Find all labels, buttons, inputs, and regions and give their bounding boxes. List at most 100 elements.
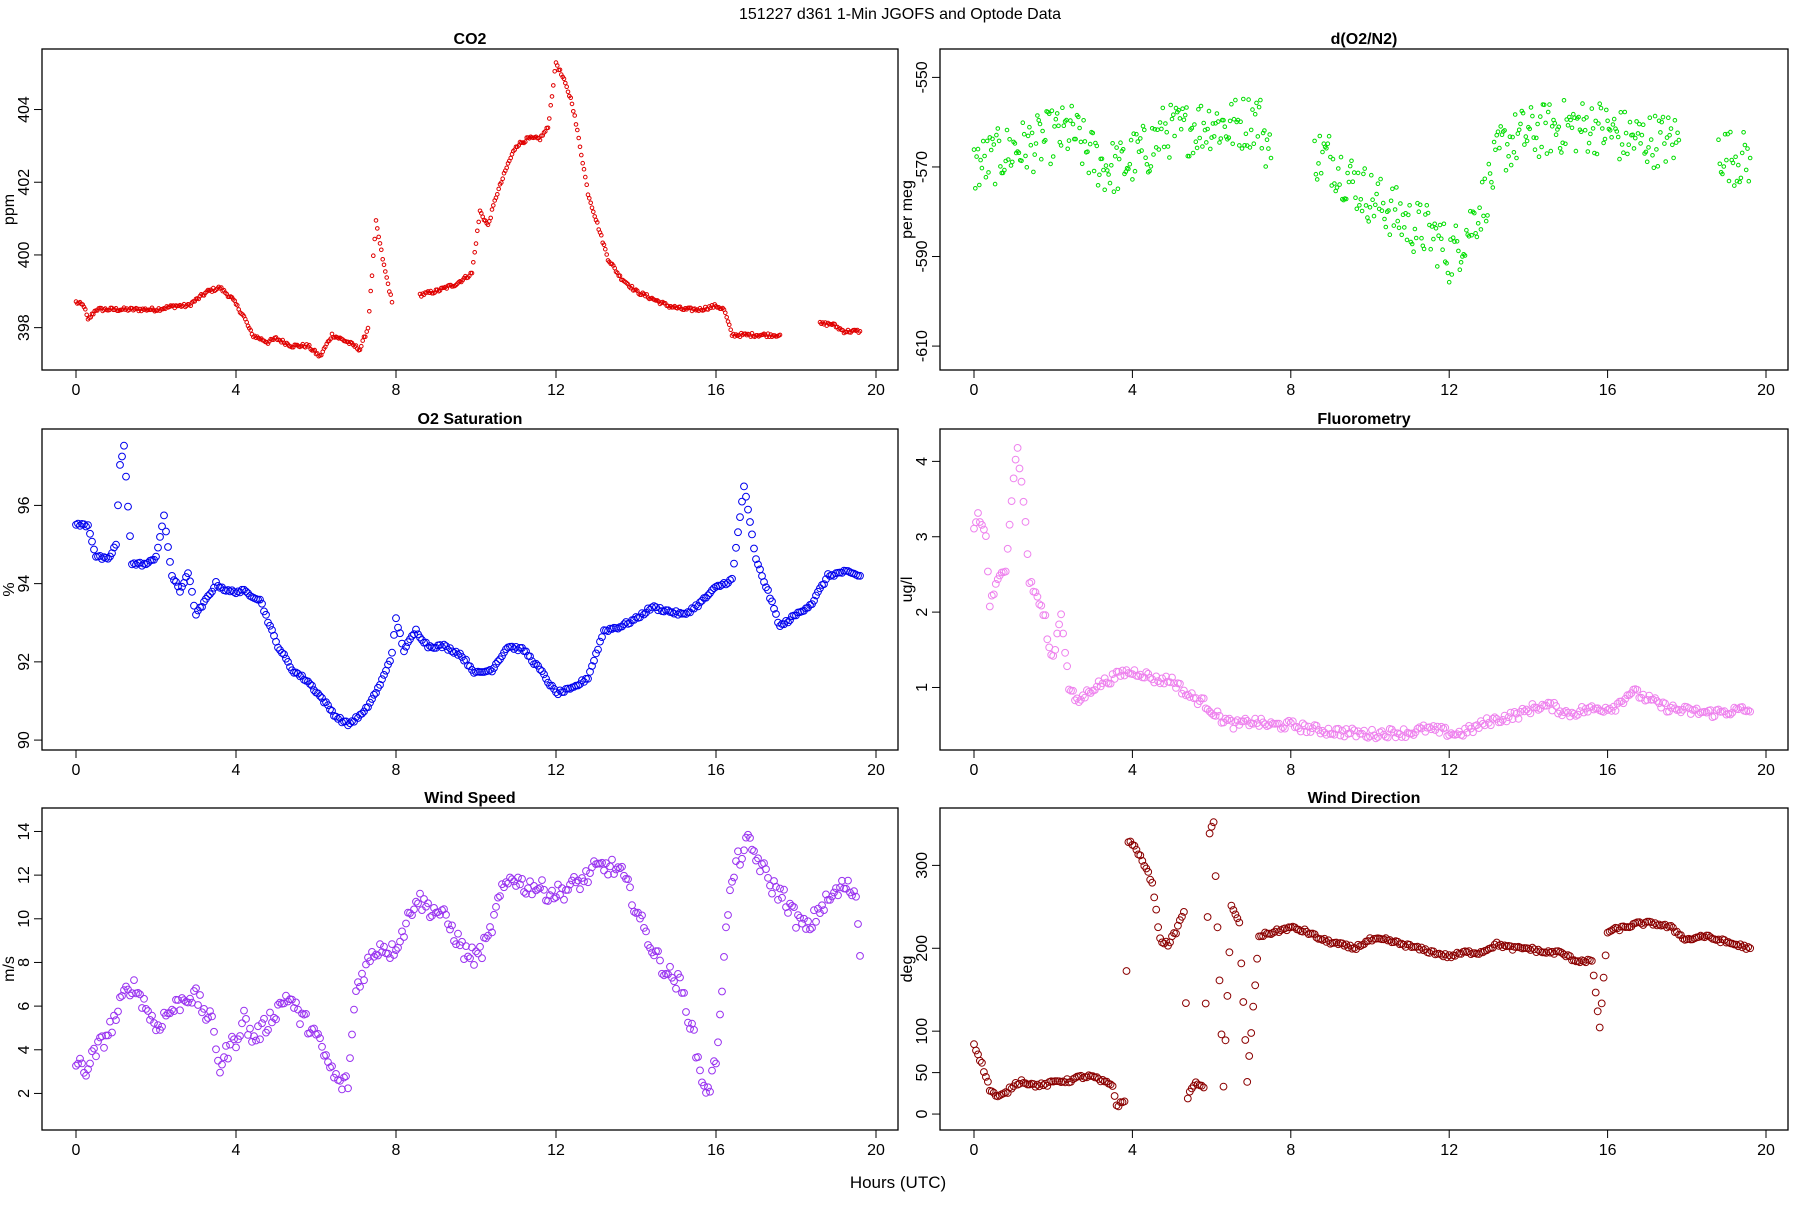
data-point [1381, 934, 1390, 943]
data-point [1340, 941, 1349, 950]
data-point [806, 925, 814, 934]
data-point [256, 595, 264, 604]
data-point [702, 1088, 710, 1097]
data-point [740, 846, 748, 855]
data-point [260, 1014, 268, 1023]
data-point [1357, 203, 1362, 208]
data-point [1425, 210, 1431, 216]
data-point [1132, 168, 1138, 174]
data-point [376, 940, 384, 949]
data-point [232, 1043, 240, 1052]
data-point [1025, 579, 1034, 587]
data-point [629, 283, 635, 289]
data-point [1480, 721, 1489, 730]
data-point [642, 608, 650, 617]
data-point [198, 603, 206, 611]
data-point [424, 643, 432, 652]
data-point [1671, 155, 1676, 161]
data-point [364, 953, 372, 962]
data-point [1241, 96, 1246, 102]
data-point [784, 618, 792, 627]
y-axis-label: m/s [1, 956, 18, 982]
data-point [246, 592, 254, 600]
data-point [494, 657, 502, 666]
data-point [392, 946, 400, 954]
data-point [230, 1035, 238, 1044]
data-point [1654, 147, 1659, 152]
data-point [542, 674, 550, 683]
data-point [298, 1009, 306, 1018]
data-point [1263, 164, 1268, 169]
data-point [1396, 225, 1402, 231]
data-point [1651, 165, 1657, 171]
data-point [1104, 679, 1113, 688]
data-point [1444, 260, 1449, 266]
data-point [1204, 140, 1209, 145]
data-point [1547, 102, 1552, 107]
data-point [772, 882, 780, 891]
data-point [1060, 105, 1065, 110]
data-point [987, 1087, 996, 1096]
data-point [1264, 137, 1270, 142]
data-point [430, 904, 438, 912]
data-point [1225, 948, 1234, 957]
data-point [750, 544, 758, 553]
data-point [476, 668, 484, 676]
data-point [1506, 154, 1511, 159]
data-point [1094, 677, 1103, 686]
data-point [296, 1020, 304, 1028]
data-point [1171, 112, 1176, 117]
data-point [766, 881, 774, 890]
x-tick-label: 20 [1757, 1142, 1775, 1159]
data-point [1221, 117, 1226, 123]
data-point [1672, 118, 1678, 123]
data-point [1320, 728, 1329, 737]
data-point [188, 587, 196, 596]
data-point [1661, 699, 1669, 708]
data-point [1439, 236, 1444, 241]
data-point [1079, 691, 1087, 700]
data-point [196, 991, 204, 999]
x-tick-label: 16 [1599, 382, 1617, 399]
data-point [1330, 156, 1336, 162]
data-point [308, 681, 316, 690]
data-point [1336, 166, 1341, 171]
data-point [1169, 116, 1175, 122]
data-point [1354, 940, 1362, 949]
data-point [983, 174, 989, 180]
data-point [982, 532, 990, 540]
data-point [376, 234, 382, 240]
data-point [1131, 131, 1136, 136]
data-point [790, 903, 798, 911]
data-point [656, 956, 664, 965]
data-point [1229, 906, 1238, 914]
data-point [1643, 149, 1649, 155]
x-tick-label: 16 [1599, 1142, 1617, 1159]
data-point [1334, 185, 1340, 190]
data-point [1730, 160, 1736, 166]
data-point [1136, 851, 1145, 860]
data-point [1091, 168, 1097, 174]
data-point [646, 944, 654, 952]
data-point [638, 609, 646, 618]
data-point [1198, 103, 1204, 109]
data-point [1213, 707, 1222, 716]
data-point [1210, 121, 1216, 126]
data-point [1637, 919, 1646, 928]
data-point [1306, 728, 1315, 736]
data-point [365, 325, 371, 331]
data-point [1170, 679, 1178, 687]
data-point [386, 657, 394, 665]
data-point [74, 1059, 82, 1068]
data-point [1282, 718, 1291, 726]
data-point [514, 646, 522, 655]
data-point [522, 889, 530, 898]
data-point [564, 886, 572, 894]
data-point [712, 1059, 720, 1068]
data-point [974, 1050, 982, 1059]
data-point [1052, 124, 1057, 129]
data-point [398, 927, 406, 936]
data-point [324, 1058, 332, 1066]
data-point [1383, 733, 1392, 742]
data-point [1524, 138, 1530, 144]
